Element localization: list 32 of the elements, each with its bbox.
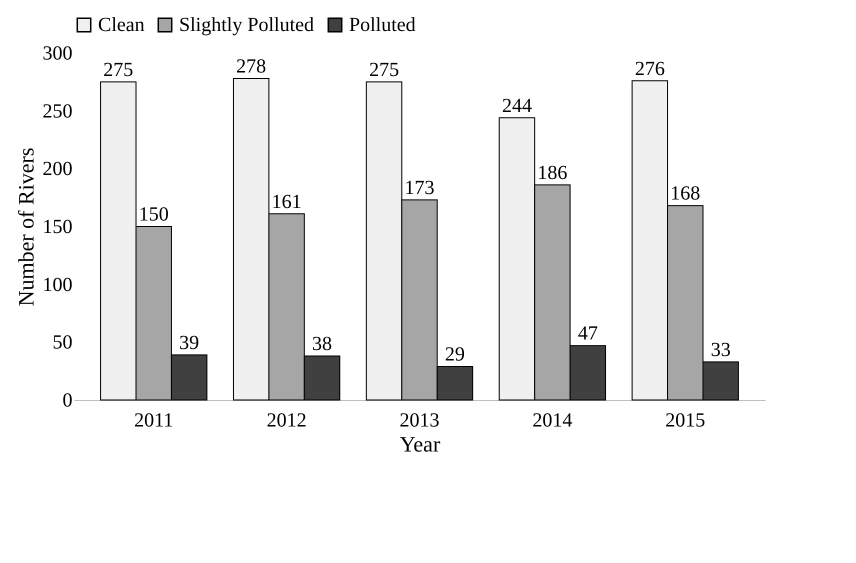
legend-label: Polluted — [349, 14, 416, 36]
x-tick-label: 2015 — [665, 410, 706, 432]
data-label: 244 — [502, 94, 532, 117]
data-label: 276 — [634, 58, 665, 80]
x-tick-label: 2014 — [532, 410, 572, 432]
y-tick-label: 150 — [42, 216, 72, 238]
data-label: 275 — [369, 58, 400, 81]
data-label: 150 — [138, 204, 169, 226]
data-label: 47 — [578, 322, 598, 345]
data-label: 39 — [179, 332, 200, 354]
x-tick-label: 2011 — [134, 410, 174, 432]
data-label: 275 — [103, 58, 134, 81]
x-tick-label: 2013 — [400, 410, 440, 432]
data-label: 161 — [272, 190, 302, 213]
data-label: 186 — [537, 162, 568, 184]
y-axis-title: Number of Rivers — [14, 148, 38, 306]
y-tick-label: 0 — [62, 390, 72, 412]
data-label: 29 — [444, 343, 465, 366]
legend-label: Slightly Polluted — [179, 14, 314, 36]
y-tick-label: 300 — [42, 42, 72, 64]
data-label: 168 — [670, 182, 700, 205]
y-tick-label: 50 — [52, 332, 72, 354]
x-tick-label: 2012 — [266, 410, 307, 432]
y-tick-label: 100 — [42, 274, 72, 296]
data-label: 33 — [710, 338, 731, 361]
x-axis-title: Year — [400, 432, 441, 456]
y-tick-label: 200 — [42, 158, 72, 180]
data-label: 278 — [236, 55, 266, 78]
data-label: 38 — [312, 333, 332, 356]
y-tick-label: 250 — [42, 100, 72, 122]
legend-label: Clean — [98, 14, 145, 36]
data-label: 173 — [404, 176, 434, 199]
